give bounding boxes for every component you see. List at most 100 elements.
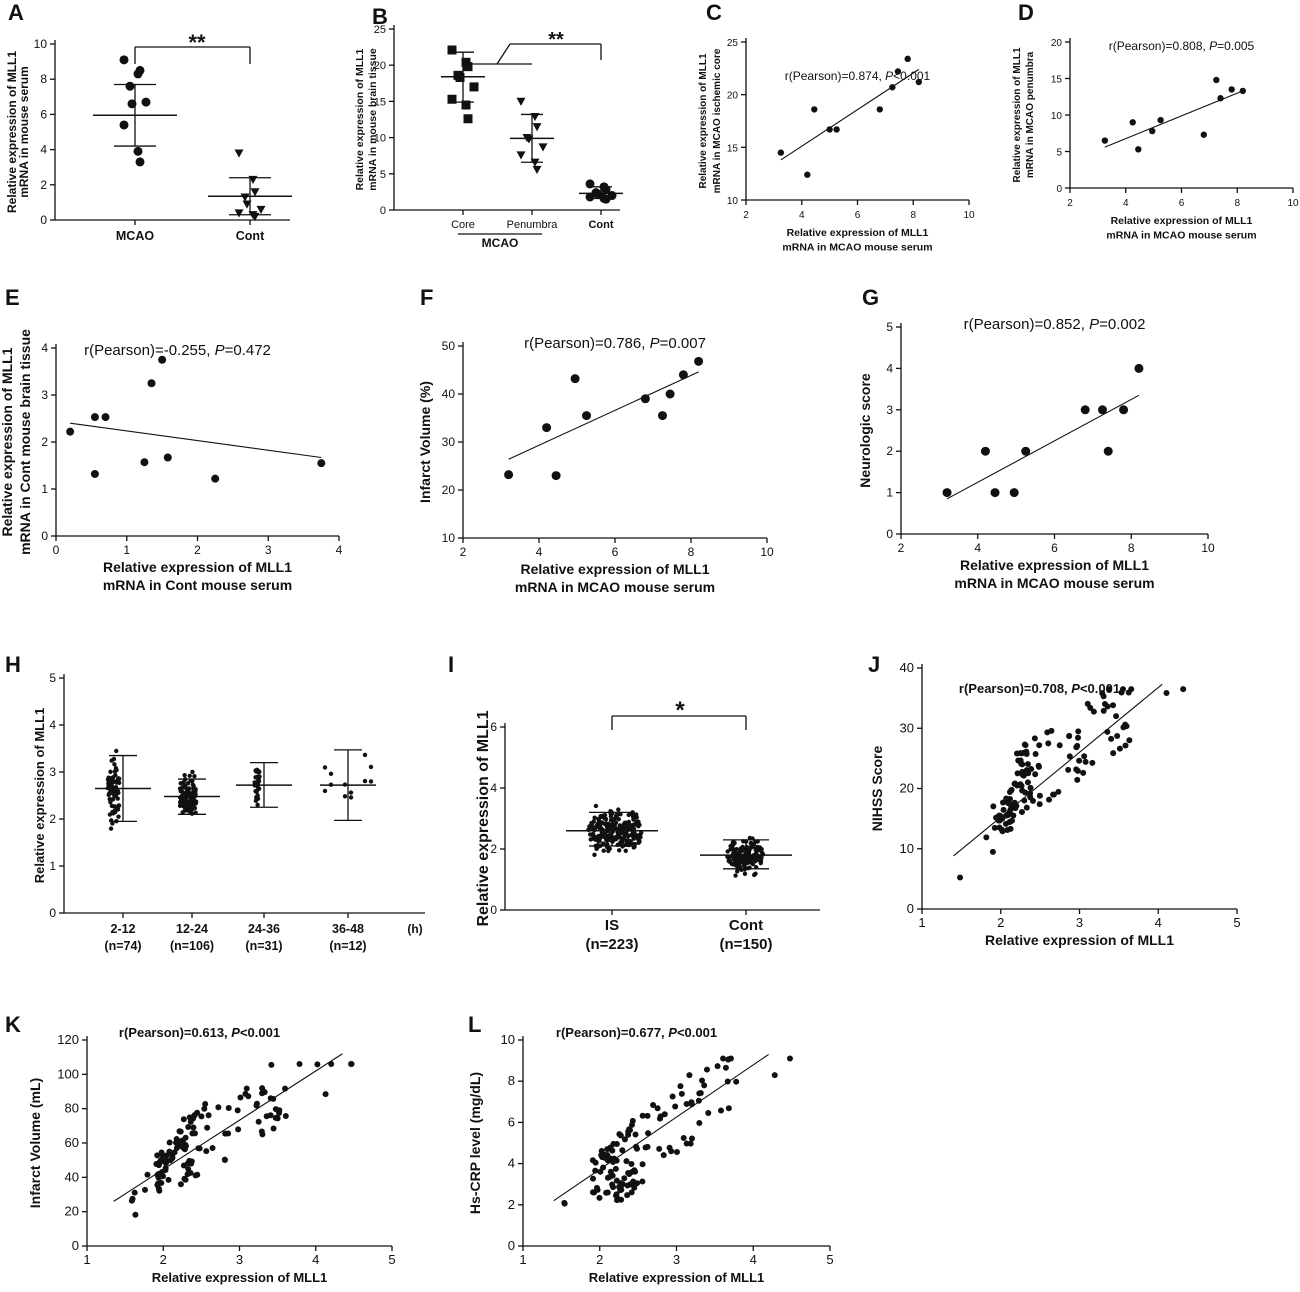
pearson-annotation-J: r(Pearson)=0.708, P<0.001	[959, 681, 1120, 696]
data-point-E	[66, 427, 75, 436]
data-point-L	[680, 1134, 687, 1141]
data-point-K	[141, 1186, 148, 1193]
data-point-H	[190, 769, 195, 775]
x-tick-label-J: 1	[918, 915, 925, 930]
data-point-G	[990, 488, 1000, 498]
group-n-label-H: (n=74)	[104, 939, 141, 953]
data-point-D	[1149, 127, 1156, 135]
pearson-annotation-G: r(Pearson)=0.852, P=0.002	[964, 316, 1146, 333]
data-point-J	[1099, 690, 1106, 697]
y-axis-label-H: Relative expression of MLL1	[32, 708, 47, 884]
data-point-J	[990, 803, 997, 810]
data-point-J	[1128, 686, 1135, 693]
data-point-J	[1119, 686, 1126, 693]
y-axis-label-J: NIHSS Score	[869, 745, 885, 831]
y-tick-label-K: 60	[65, 1135, 79, 1150]
data-point-H	[362, 778, 368, 784]
data-point-K	[157, 1157, 164, 1164]
data-point-K	[258, 1128, 265, 1135]
data-point-J	[1113, 713, 1120, 720]
data-point-H	[115, 807, 121, 812]
category-label-I: Cont	[729, 917, 763, 934]
data-point-K	[165, 1176, 172, 1183]
y-axis-label-C: mRNA in MCAO ischemic core	[712, 48, 723, 193]
data-point-H	[183, 784, 188, 789]
data-point-H	[348, 795, 354, 800]
data-point-A	[234, 209, 244, 218]
data-point-B	[447, 94, 457, 104]
data-point-D	[1213, 76, 1220, 84]
data-point-H	[112, 762, 117, 767]
data-point-H	[192, 805, 198, 811]
data-point-L	[722, 1064, 729, 1071]
data-point-K	[261, 1089, 268, 1096]
data-point-J	[1066, 733, 1073, 740]
y-tick-label-L: 8	[508, 1073, 515, 1088]
data-point-L	[623, 1158, 630, 1165]
data-point-J	[1075, 728, 1082, 735]
data-point-K	[180, 1116, 187, 1123]
data-point-K	[163, 1157, 170, 1164]
data-point-L	[657, 1113, 664, 1120]
data-point-H	[193, 799, 199, 804]
data-point-H	[256, 786, 262, 791]
y-tick-label-J: 0	[907, 901, 914, 916]
x-axis-label-D: Relative expression of MLL1	[1111, 215, 1253, 227]
regression-line-D	[1104, 90, 1244, 148]
y-tick-label-J: 30	[900, 720, 914, 735]
data-point-J	[1027, 794, 1034, 801]
y-tick-label-C: 25	[727, 38, 739, 49]
data-point-A	[125, 81, 135, 91]
y-axis-label-A: mRNA in mouse serum	[17, 66, 31, 198]
data-point-J	[1032, 750, 1039, 757]
data-point-H	[322, 788, 328, 794]
data-point-A	[141, 97, 151, 107]
y-tick-label-D: 10	[1051, 111, 1063, 122]
data-point-L	[733, 1078, 740, 1085]
pearson-annotation-D: r(Pearson)=0.808, P=0.005	[1109, 39, 1255, 53]
group-n-label-H: (n=31)	[245, 939, 282, 953]
x-tick-label-G: 4	[974, 541, 981, 555]
y-tick-label-K: 100	[57, 1066, 79, 1081]
data-point-I	[759, 846, 764, 852]
x-tick-label-E: 0	[53, 543, 60, 557]
data-point-E	[317, 459, 326, 468]
x-tick-label-K: 5	[388, 1252, 395, 1267]
y-tick-label-G: 2	[886, 444, 893, 458]
data-point-K	[234, 1107, 241, 1114]
data-point-I	[591, 831, 596, 837]
y-tick-label-A: 4	[40, 143, 47, 157]
data-point-L	[650, 1102, 657, 1109]
x-tick-label-G: 6	[1051, 541, 1058, 555]
data-point-K	[272, 1106, 279, 1113]
data-point-L	[654, 1105, 661, 1112]
data-point-K	[160, 1173, 167, 1180]
data-point-J	[983, 834, 990, 841]
data-point-J	[1090, 708, 1097, 715]
data-point-L	[714, 1063, 721, 1070]
data-point-A	[256, 205, 266, 214]
y-tick-label-G: 1	[886, 486, 893, 500]
x-tick-label-J: 2	[997, 915, 1004, 930]
y-tick-label-I: 6	[490, 720, 497, 734]
data-point-K	[322, 1091, 329, 1098]
data-point-H	[111, 756, 117, 762]
data-point-I	[759, 855, 764, 860]
data-point-C	[915, 78, 923, 86]
data-point-L	[625, 1131, 632, 1138]
data-point-L	[610, 1140, 617, 1147]
data-point-J	[1048, 727, 1055, 734]
y-tick-label-J: 40	[900, 660, 914, 675]
data-point-L	[705, 1109, 712, 1116]
data-point-C	[894, 68, 902, 75]
data-point-K	[175, 1142, 182, 1149]
data-point-J	[1073, 766, 1080, 773]
data-point-L	[642, 1144, 649, 1151]
data-point-L	[703, 1066, 710, 1073]
data-point-F	[570, 374, 580, 384]
x-tick-label-E: 3	[265, 543, 272, 557]
data-point-K	[205, 1112, 212, 1119]
x-tick-label-G: 8	[1128, 541, 1135, 555]
data-point-L	[699, 1077, 706, 1084]
y-tick-label-B: 0	[380, 205, 386, 217]
